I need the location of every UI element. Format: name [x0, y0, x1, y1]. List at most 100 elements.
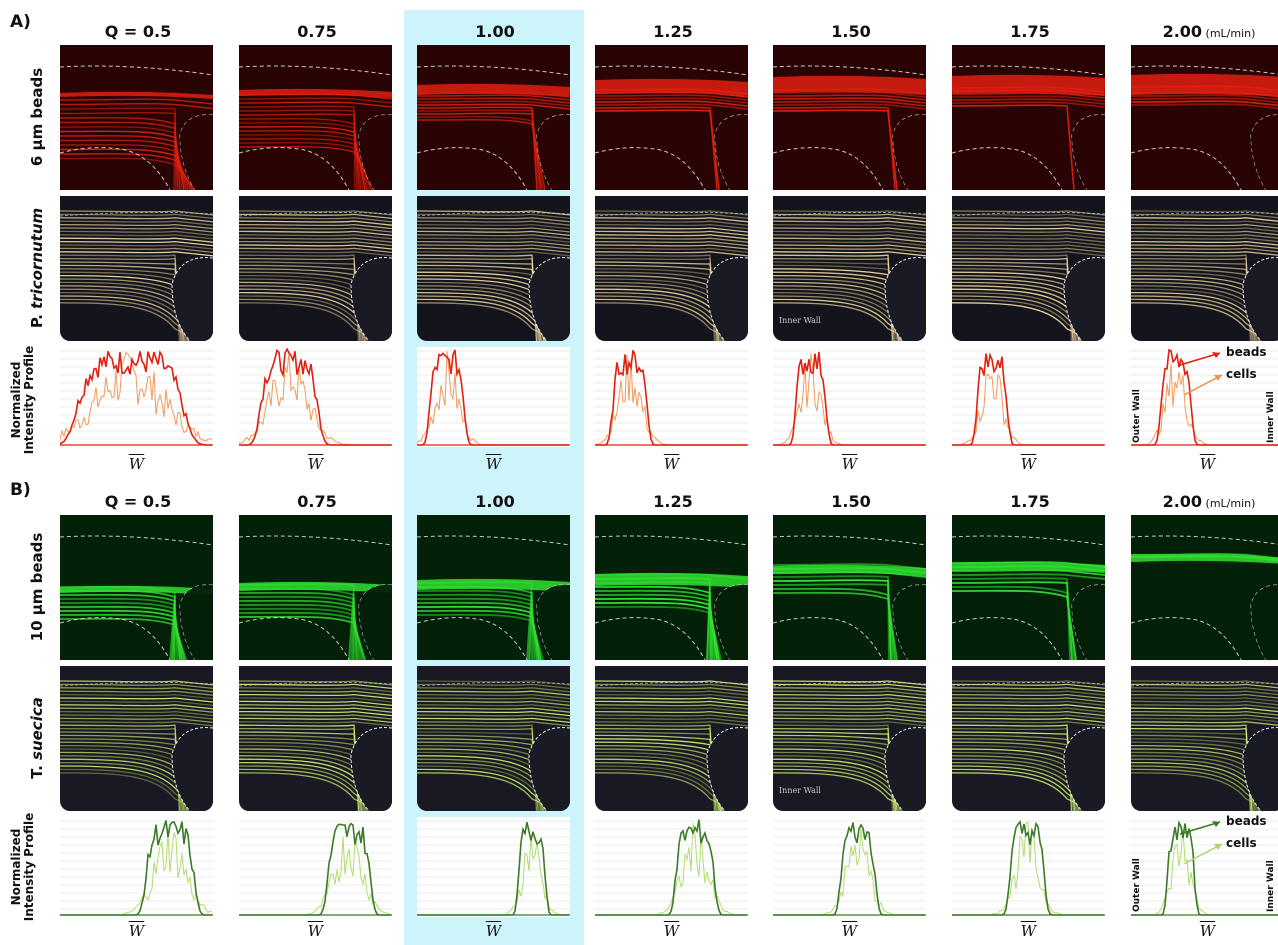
- p-tricornutum-panel-1: [239, 196, 392, 341]
- profile-a-6-plot: [1131, 348, 1278, 446]
- unit-label: (mL/min): [1202, 497, 1256, 510]
- column-header-4: 1.50: [773, 22, 929, 41]
- p-tricornutum-panel-3: [595, 196, 748, 341]
- row-label-10um-beads: 10 µm beads: [28, 532, 47, 642]
- row-label-t-suecica: T. suecica: [28, 697, 47, 779]
- t-suecica-panel-1-image: [239, 680, 392, 811]
- legend-arrows: [1179, 352, 1223, 396]
- profile-a-0: [59, 347, 213, 447]
- w-bar-symbol: W: [128, 922, 145, 940]
- beads-10um-panel-5: [952, 515, 1105, 660]
- column-header-5: 1.75: [952, 492, 1108, 511]
- t-suecica-panel-6-image: [1131, 680, 1278, 811]
- beads-10um-panel-2: [417, 515, 570, 660]
- w-bar-symbol: W: [485, 922, 502, 940]
- beads-6um-panel-5: [952, 45, 1105, 190]
- beads-10um-panel-4-image: [773, 535, 926, 660]
- column-header-3: 1.25: [595, 492, 751, 511]
- profile-b-0: [60, 817, 213, 917]
- w-bar-symbol: W: [1199, 455, 1216, 473]
- beads-6um-panel-3: [595, 45, 748, 190]
- w-bar-symbol: W: [841, 455, 858, 473]
- profile-a-6: [1131, 347, 1278, 447]
- column-header-text: 2.00: [1162, 492, 1203, 511]
- beads-10um-panel-6: [1131, 515, 1278, 660]
- inner-wall-image-label: Inner Wall: [779, 786, 821, 795]
- p-tricornutum-panel-2: [417, 196, 570, 341]
- column-header-text: 1.75: [1010, 492, 1050, 511]
- legend-beads: beads: [1226, 345, 1267, 359]
- w-bar-symbol: W: [663, 455, 680, 473]
- column-header-text: Q = 0.5: [104, 492, 172, 511]
- beads-10um-panel-5-image: [952, 535, 1105, 660]
- beads-6um-panel-4: [773, 45, 926, 190]
- row-label-p-tricornutum: P. tricornutum: [28, 207, 47, 329]
- row-label-profile-b: Normalized Intensity Profile: [9, 812, 36, 922]
- row-label-profile-a: Normalized Intensity Profile: [9, 345, 36, 455]
- p-tricornutum-panel-6-image: [1131, 210, 1278, 341]
- profile-b-5: [952, 817, 1105, 917]
- beads-6um-panel-1: [239, 45, 392, 190]
- beads-6um-panel-2-image: [417, 65, 570, 190]
- x-axis-label-2: W: [417, 455, 570, 473]
- column-header-text: 1.50: [831, 22, 871, 41]
- column-header-text: 1.75: [1010, 22, 1050, 41]
- x-axis-label-0: W: [60, 455, 213, 473]
- p-tricornutum-panel-1-image: [239, 210, 392, 341]
- legend-arrows: [1179, 821, 1223, 865]
- inner-wall-label: Inner Wall: [1266, 860, 1276, 912]
- legend-cells: cells: [1226, 836, 1257, 850]
- profile-a-5-plot: [951, 350, 1105, 446]
- profile-a-3: [594, 347, 748, 447]
- t-suecica-panel-3-image: [595, 680, 748, 811]
- x-axis-label-3: W: [595, 922, 748, 940]
- column-header-text: 2.00: [1162, 22, 1203, 41]
- x-axis-label-6: W: [1131, 455, 1278, 473]
- profile-a-0-plot: [59, 350, 213, 446]
- column-header-4: 1.50: [773, 492, 929, 511]
- column-header-1: 0.75: [239, 22, 395, 41]
- beads-6um-panel-0: [60, 45, 213, 190]
- beads-10um-panel-0: [60, 515, 213, 660]
- inner-wall-label: Inner Wall: [1266, 391, 1276, 443]
- row-label-6um-beads: 6 µm beads: [28, 67, 47, 167]
- w-bar-symbol: W: [1020, 922, 1037, 940]
- beads-6um-panel-6: [1131, 45, 1278, 190]
- p-tricornutum-panel-5-image: [952, 210, 1105, 341]
- outer-wall-label: Outer Wall: [1132, 389, 1142, 443]
- column-header-2: 1.00: [417, 22, 573, 41]
- p-tricornutum-panel-5: [952, 196, 1105, 341]
- t-suecica-panel-6: [1131, 666, 1278, 811]
- t-suecica-panel-3: [595, 666, 748, 811]
- t-suecica-panel-4: Inner Wall: [773, 666, 926, 811]
- profile-b-0-plot: [60, 820, 213, 916]
- profile-a-4: [772, 347, 926, 447]
- beads-6um-panel-6-image: [1131, 65, 1278, 190]
- profile-b-4-plot: [773, 820, 926, 916]
- beads-10um-panel-2-image: [417, 535, 570, 660]
- x-axis-label-3: W: [595, 455, 748, 473]
- column-header-6: 2.00 (mL/min): [1131, 492, 1278, 511]
- profile-b-5-plot: [952, 820, 1105, 916]
- beads-10um-panel-1-image: [239, 535, 392, 660]
- column-header-1: 0.75: [239, 492, 395, 511]
- t-suecica-panel-5: [952, 666, 1105, 811]
- beads-10um-panel-3-image: [595, 535, 748, 660]
- w-bar-symbol: W: [128, 455, 145, 473]
- x-axis-label-1: W: [239, 455, 392, 473]
- profile-a-1: [238, 347, 392, 447]
- profile-b-2-plot: [417, 820, 570, 916]
- profile-b-2: [417, 817, 570, 917]
- profile-b-6: [1131, 817, 1278, 917]
- unit-label: (mL/min): [1202, 27, 1256, 40]
- p-tricornutum-panel-0-image: [60, 210, 213, 341]
- column-header-text: 1.00: [475, 22, 515, 41]
- beads-6um-panel-5-image: [952, 65, 1105, 190]
- column-header-text: 1.50: [831, 492, 871, 511]
- w-bar-symbol: W: [841, 922, 858, 940]
- p-tricornutum-panel-4-image: [773, 210, 926, 341]
- x-axis-label-4: W: [773, 922, 926, 940]
- p-tricornutum-panel-4: Inner Wall: [773, 196, 926, 341]
- profile-a-1-plot: [238, 347, 392, 446]
- beads-6um-panel-2: [417, 45, 570, 190]
